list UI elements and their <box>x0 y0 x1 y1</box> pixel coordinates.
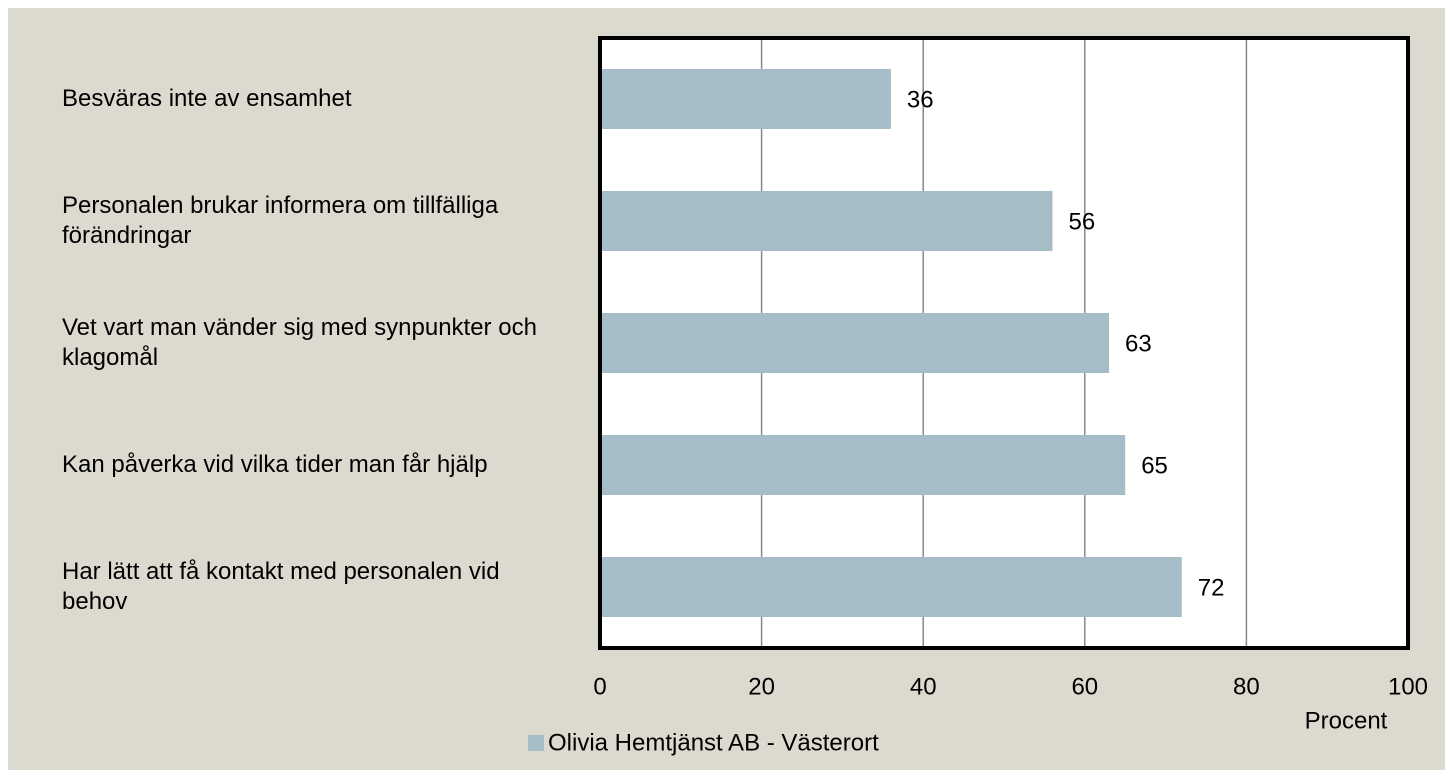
bar <box>600 557 1182 617</box>
x-tick-label: 80 <box>1233 673 1260 700</box>
bar <box>600 69 891 129</box>
chart-svg: 0 20 40 60 80 100 36 56 63 65 72 Procent Olivia Hemt… <box>528 36 1428 756</box>
data-label: 72 <box>1198 574 1225 601</box>
data-label: 36 <box>907 86 934 113</box>
x-tick-label: 100 <box>1388 673 1428 700</box>
bar <box>600 435 1126 495</box>
category-label: Vet vart man vänder sig med synpunkter o… <box>62 314 537 371</box>
data-label: 65 <box>1141 452 1168 479</box>
chart: 0 20 40 60 80 100 36 56 63 65 72 Procent Olivia Hemt… <box>8 8 1445 770</box>
data-label: 56 <box>1068 208 1095 235</box>
category-label: Har lätt att få kontakt med personalen v… <box>62 558 500 615</box>
category-label: Personalen brukar informera om tillfälli… <box>62 192 499 249</box>
x-tick-label: 0 <box>593 673 606 700</box>
legend-label: Olivia Hemtjänst AB - Västerort <box>548 729 879 756</box>
data-label: 63 <box>1125 330 1152 357</box>
x-axis-title: Procent <box>1305 707 1388 734</box>
category-label: Kan påverka vid vilka tider man får hjäl… <box>62 451 488 478</box>
x-tick-label: 60 <box>1071 673 1098 700</box>
bar <box>600 313 1110 373</box>
x-tick-label: 20 <box>748 673 775 700</box>
legend-swatch <box>528 735 544 751</box>
bar <box>600 191 1053 251</box>
plot-border <box>598 36 1410 650</box>
category-label: Besväras inte av ensamhet <box>62 85 352 112</box>
x-tick-label: 40 <box>910 673 937 700</box>
